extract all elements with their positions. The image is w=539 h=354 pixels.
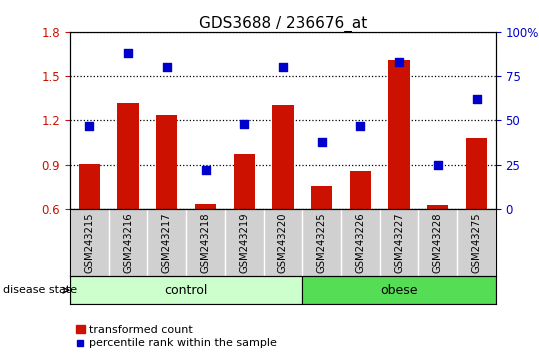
Text: GSM243275: GSM243275 — [472, 212, 481, 273]
Bar — [233, 154, 255, 209]
Point — [472, 96, 481, 102]
Text: GSM243217: GSM243217 — [162, 212, 172, 273]
Bar — [311, 186, 333, 209]
Point — [279, 64, 287, 70]
Text: GSM243216: GSM243216 — [123, 212, 133, 273]
Point — [201, 167, 210, 173]
Bar — [195, 204, 216, 209]
Text: obese: obese — [381, 284, 418, 297]
Point — [85, 123, 94, 129]
Point — [163, 64, 171, 70]
Point — [124, 50, 133, 56]
Point — [240, 121, 248, 127]
Title: GDS3688 / 236676_at: GDS3688 / 236676_at — [199, 16, 367, 32]
Bar — [302, 276, 496, 304]
Text: GSM243225: GSM243225 — [317, 212, 327, 273]
Text: GSM243220: GSM243220 — [278, 212, 288, 273]
Bar — [427, 205, 448, 209]
Bar — [79, 164, 100, 209]
Text: GSM243219: GSM243219 — [239, 212, 249, 273]
Point — [395, 59, 403, 65]
Bar — [70, 276, 302, 304]
Bar — [118, 103, 139, 209]
Text: GSM243227: GSM243227 — [394, 212, 404, 273]
Text: GSM243215: GSM243215 — [85, 212, 94, 273]
Text: GSM243226: GSM243226 — [355, 212, 365, 273]
Text: GSM243228: GSM243228 — [433, 212, 443, 273]
Text: disease state: disease state — [3, 285, 77, 295]
Bar — [156, 115, 177, 209]
Text: GSM243218: GSM243218 — [201, 212, 211, 273]
Text: control: control — [164, 284, 208, 297]
Point — [433, 162, 442, 167]
Point — [356, 123, 365, 129]
Bar — [466, 138, 487, 209]
Bar — [389, 60, 410, 209]
Legend: transformed count, percentile rank within the sample: transformed count, percentile rank withi… — [75, 325, 277, 348]
Bar — [272, 105, 294, 209]
Point — [317, 139, 326, 144]
Bar — [350, 171, 371, 209]
